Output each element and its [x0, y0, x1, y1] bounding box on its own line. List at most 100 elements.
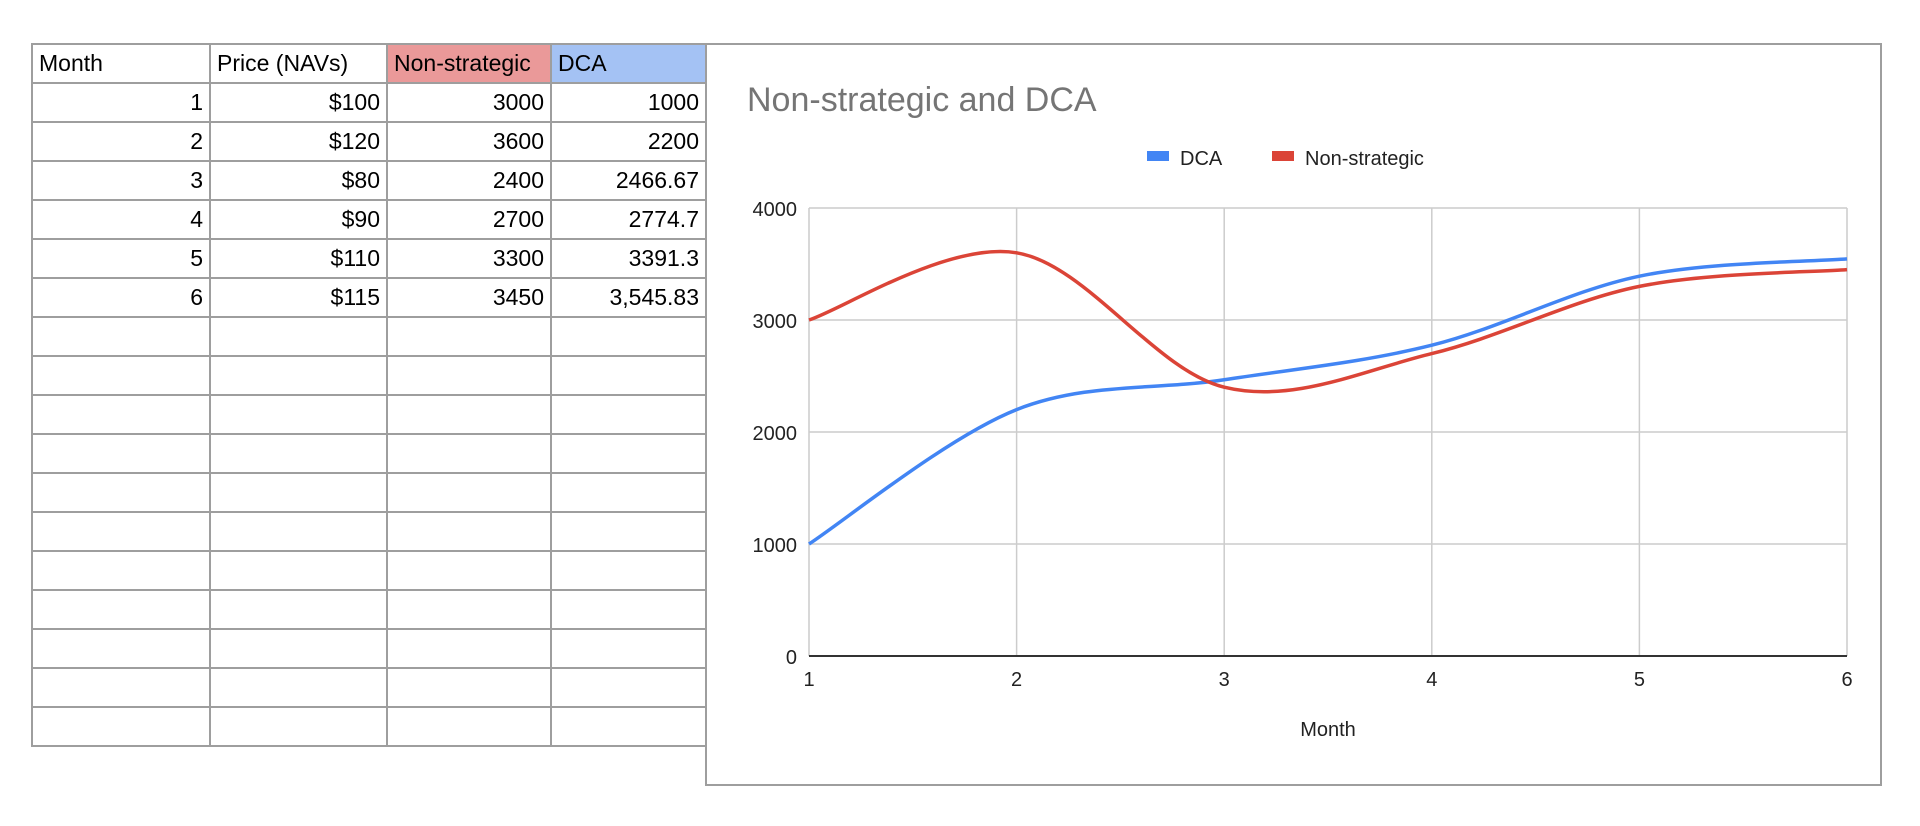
empty-row — [31, 706, 707, 747]
empty-cell[interactable] — [31, 316, 211, 357]
header-cell[interactable]: Price (NAVs) — [209, 43, 388, 84]
empty-cell[interactable] — [31, 511, 211, 552]
empty-cell[interactable] — [550, 550, 707, 591]
table-cell[interactable]: 2200 — [550, 121, 707, 162]
table-row: 1 $100 3000 1000 — [31, 82, 707, 123]
empty-cell[interactable] — [386, 589, 552, 630]
x-tick-label: 3 — [1219, 669, 1230, 691]
empty-row — [31, 316, 707, 357]
line-chart[interactable]: Non-strategic and DCA DCA Non-strategic 0 10… — [705, 43, 1882, 786]
empty-cell[interactable] — [550, 706, 707, 747]
table-cell[interactable]: 2774.7 — [550, 199, 707, 240]
empty-cell[interactable] — [209, 589, 388, 630]
table-cell[interactable]: 4 — [31, 199, 211, 240]
legend-swatch — [1272, 151, 1294, 161]
empty-cell[interactable] — [386, 550, 552, 591]
empty-cell[interactable] — [386, 706, 552, 747]
header-cell[interactable]: Month — [31, 43, 211, 84]
table-cell[interactable]: 3300 — [386, 238, 552, 279]
table-cell[interactable]: $90 — [209, 199, 388, 240]
y-tick-label: 0 — [786, 647, 797, 669]
table-row: 6 $115 3450 3,545.83 — [31, 277, 707, 318]
table-cell[interactable]: $110 — [209, 238, 388, 279]
table-cell[interactable]: 3600 — [386, 121, 552, 162]
empty-cell[interactable] — [209, 316, 388, 357]
empty-cell[interactable] — [550, 433, 707, 474]
empty-cell[interactable] — [386, 472, 552, 513]
empty-cell[interactable] — [209, 550, 388, 591]
empty-row — [31, 589, 707, 630]
y-tick-label: 2000 — [753, 423, 798, 445]
table-cell[interactable]: 6 — [31, 277, 211, 318]
empty-cell[interactable] — [550, 628, 707, 669]
x-tick-label: 2 — [1011, 669, 1022, 691]
series-line-dca — [808, 257, 1848, 546]
empty-cell[interactable] — [209, 472, 388, 513]
x-tick-label: 6 — [1841, 669, 1852, 691]
empty-cell[interactable] — [550, 667, 707, 708]
table-row: 3 $80 2400 2466.67 — [31, 160, 707, 201]
empty-cell[interactable] — [386, 667, 552, 708]
empty-cell[interactable] — [386, 316, 552, 357]
empty-cell[interactable] — [31, 472, 211, 513]
header-cell[interactable]: Non-strategic — [386, 43, 552, 84]
chart-title: Non-strategic and DCA — [747, 81, 1097, 119]
empty-cell[interactable] — [209, 355, 388, 396]
empty-cell[interactable] — [550, 355, 707, 396]
empty-cell[interactable] — [209, 433, 388, 474]
empty-cell[interactable] — [31, 628, 211, 669]
table-cell[interactable]: 1000 — [550, 82, 707, 123]
table-cell[interactable]: 2400 — [386, 160, 552, 201]
table-cell[interactable]: 1 — [31, 82, 211, 123]
empty-cell[interactable] — [31, 667, 211, 708]
empty-cell[interactable] — [550, 589, 707, 630]
legend-label: DCA — [1180, 148, 1223, 170]
table-row: 5 $110 3300 3391.3 — [31, 238, 707, 279]
empty-row — [31, 472, 707, 513]
empty-cell[interactable] — [31, 394, 211, 435]
table-cell[interactable]: 3000 — [386, 82, 552, 123]
empty-cell[interactable] — [31, 589, 211, 630]
chart-svg: Non-strategic and DCA DCA Non-strategic 0 10… — [747, 81, 1853, 741]
table-cell[interactable]: 3391.3 — [550, 238, 707, 279]
table-cell[interactable]: 2466.67 — [550, 160, 707, 201]
empty-cell[interactable] — [209, 511, 388, 552]
empty-cell[interactable] — [209, 706, 388, 747]
empty-cell[interactable] — [386, 394, 552, 435]
empty-cell[interactable] — [550, 394, 707, 435]
empty-cell[interactable] — [31, 550, 211, 591]
table-cell[interactable]: 3 — [31, 160, 211, 201]
empty-cell[interactable] — [386, 628, 552, 669]
empty-cell[interactable] — [31, 433, 211, 474]
header-row: Month Price (NAVs) Non-strategic DCA — [31, 43, 707, 84]
empty-row — [31, 667, 707, 708]
empty-cell[interactable] — [31, 706, 211, 747]
table-cell[interactable]: $80 — [209, 160, 388, 201]
table-cell[interactable]: 3,545.83 — [550, 277, 707, 318]
table-cell[interactable]: 2 — [31, 121, 211, 162]
empty-cell[interactable] — [209, 394, 388, 435]
empty-cell[interactable] — [386, 355, 552, 396]
table-cell[interactable]: 5 — [31, 238, 211, 279]
empty-cell[interactable] — [386, 433, 552, 474]
empty-cell[interactable] — [550, 316, 707, 357]
x-axis-title: Month — [1300, 719, 1356, 741]
spreadsheet-table: Month Price (NAVs) Non-strategic DCA 1 $100 30… — [31, 43, 707, 747]
table-row: 4 $90 2700 2774.7 — [31, 199, 707, 240]
table-cell[interactable]: $100 — [209, 82, 388, 123]
table-cell[interactable]: 2700 — [386, 199, 552, 240]
table-cell[interactable]: 3450 — [386, 277, 552, 318]
empty-cell[interactable] — [550, 472, 707, 513]
empty-cell[interactable] — [209, 667, 388, 708]
table-cell[interactable]: $115 — [209, 277, 388, 318]
header-cell[interactable]: DCA — [550, 43, 707, 84]
empty-cell[interactable] — [31, 355, 211, 396]
empty-cell[interactable] — [550, 511, 707, 552]
empty-row — [31, 394, 707, 435]
empty-cell[interactable] — [386, 511, 552, 552]
x-tick-label: 4 — [1426, 669, 1437, 691]
empty-cell[interactable] — [209, 628, 388, 669]
table-cell[interactable]: $120 — [209, 121, 388, 162]
series-line-non-strategic — [808, 249, 1848, 394]
y-tick-label: 4000 — [753, 199, 798, 221]
